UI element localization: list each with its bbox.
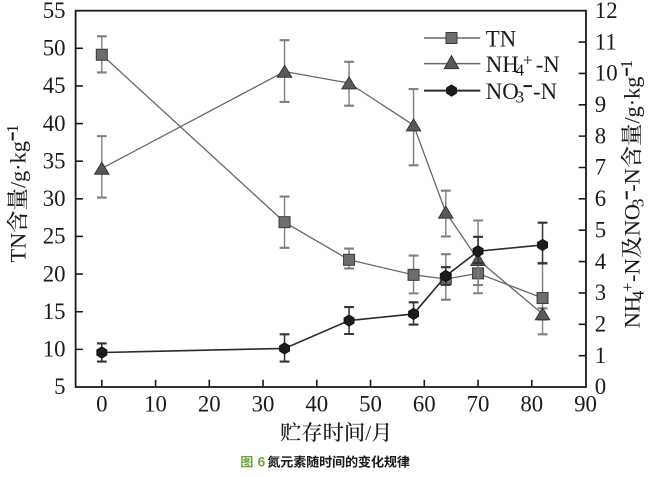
svg-text:20: 20 [198,391,221,416]
svg-text:70: 70 [467,391,490,416]
svg-text:-N: -N [620,168,645,192]
svg-text:-N: -N [620,258,645,282]
svg-text:NH: NH [620,296,645,328]
svg-text:15: 15 [43,299,66,324]
svg-text:/: / [365,421,371,445]
svg-text:NO: NO [620,204,645,236]
svg-text:4: 4 [628,290,647,299]
svg-text:/g: /g [620,106,645,123]
svg-text:kg: kg [620,77,645,99]
svg-text:40: 40 [43,111,66,136]
svg-text:0: 0 [96,391,107,416]
svg-text:35: 35 [43,148,66,173]
svg-text:TN: TN [6,233,31,263]
svg-text:50: 50 [43,36,66,61]
svg-text:-N: -N [533,79,557,104]
svg-text:45: 45 [43,73,66,98]
svg-text:25: 25 [43,224,66,249]
svg-text:·: · [620,99,645,106]
svg-text:5: 5 [595,217,606,242]
svg-text:6: 6 [258,455,266,470]
svg-text:40: 40 [305,391,328,416]
svg-text:3: 3 [516,88,525,107]
svg-text:8: 8 [595,123,606,148]
svg-text:TN: TN [486,26,516,51]
svg-text:+: + [523,50,533,69]
svg-text:-N: -N [536,52,560,77]
svg-text:4: 4 [516,61,525,80]
svg-text:10: 10 [43,337,66,362]
svg-text:6: 6 [595,186,606,211]
svg-text:/g: /g [6,171,31,188]
svg-text:1: 1 [617,60,636,69]
svg-text:1: 1 [595,343,606,368]
svg-text:NH: NH [486,52,519,77]
svg-text:10: 10 [144,391,167,416]
svg-text:kg: kg [6,141,31,163]
svg-text:10: 10 [595,61,618,86]
svg-text:60: 60 [413,391,436,416]
svg-text:80: 80 [520,391,543,416]
svg-text:NO: NO [486,79,519,104]
svg-text:5: 5 [54,374,65,399]
svg-text:+: + [618,282,637,292]
svg-text:3: 3 [628,199,647,208]
svg-text:30: 30 [252,391,275,416]
svg-text:50: 50 [359,391,382,416]
svg-text:11: 11 [595,29,617,54]
svg-text:55: 55 [43,0,66,23]
svg-text:3: 3 [595,280,606,305]
svg-text:12: 12 [595,0,618,23]
svg-text:20: 20 [43,261,66,286]
svg-text:·: · [6,163,31,170]
svg-text:9: 9 [595,92,606,117]
svg-text:2: 2 [595,311,606,336]
svg-text:4: 4 [595,249,607,274]
svg-text:7: 7 [595,155,606,180]
svg-text:0: 0 [595,374,606,399]
svg-text:30: 30 [43,186,66,211]
svg-text:1: 1 [3,124,22,133]
svg-text:90: 90 [574,391,597,416]
